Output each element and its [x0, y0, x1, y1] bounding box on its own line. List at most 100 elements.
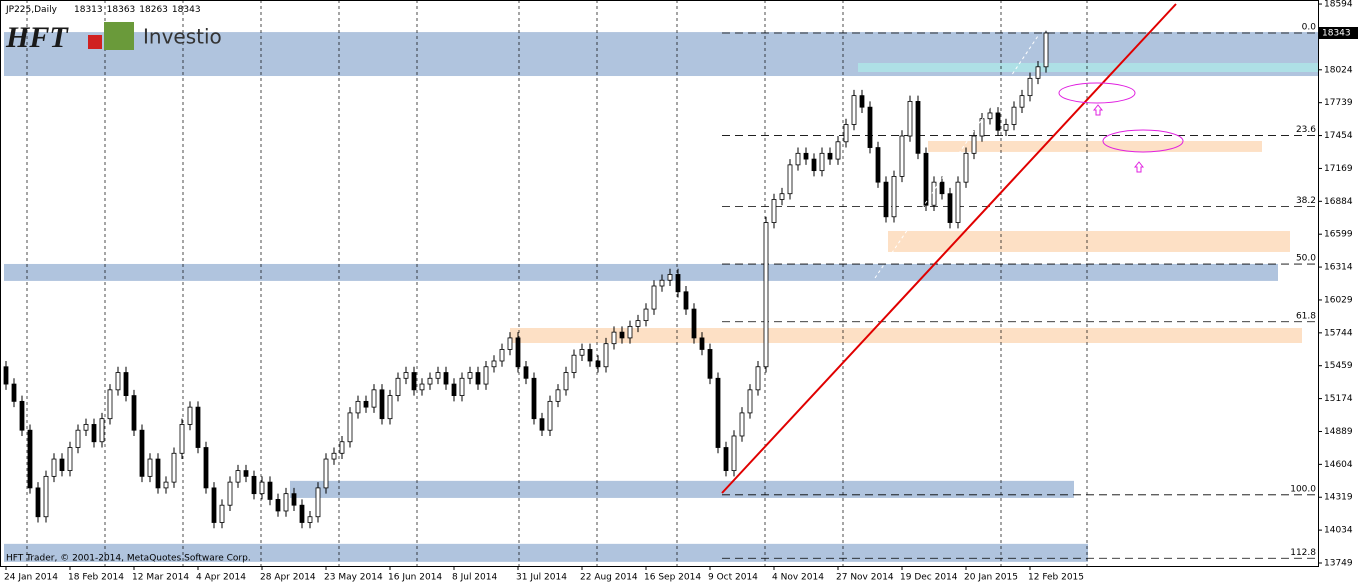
candle-body [147, 458, 153, 477]
y-tick-label: 15174 [1324, 394, 1353, 404]
candle-body [59, 458, 65, 471]
candle-body [531, 377, 537, 420]
candle-body [499, 349, 505, 362]
brand: HFT [5, 21, 69, 54]
candle-body [1019, 95, 1025, 108]
candle-body [523, 366, 529, 379]
header-value: 18363 [107, 5, 136, 15]
header-value: 18343 [172, 5, 201, 15]
candle-body [739, 412, 745, 437]
zone [858, 62, 1318, 72]
plot-frame [0, 0, 1319, 567]
x-tick-label: 27 Nov 2014 [836, 573, 894, 583]
y-tick-label: 17169 [1324, 164, 1353, 174]
x-tick-label: 23 May 2014 [324, 573, 383, 583]
candle-body [779, 193, 785, 200]
candle-body [51, 458, 57, 477]
candle-body [307, 516, 313, 523]
candle-body [579, 349, 585, 356]
candle-body [691, 308, 697, 339]
y-tick-label: 14604 [1324, 460, 1353, 470]
candle-body [491, 360, 497, 368]
fib-label: 61.8 [1296, 311, 1316, 321]
y-tick-label: 18024 [1324, 65, 1353, 75]
candle-body [483, 366, 489, 385]
candle-body [699, 337, 705, 350]
candle-body [187, 406, 193, 425]
candle-body [627, 325, 633, 339]
fib-label: 100.0 [1290, 484, 1316, 494]
candle-body [987, 112, 993, 120]
candle-body [67, 447, 73, 471]
candle-body [907, 101, 913, 137]
candle-body [163, 481, 169, 489]
candle-body [763, 222, 769, 368]
candle-body [619, 331, 625, 339]
candle-body [379, 389, 385, 420]
candle-body [363, 400, 369, 408]
candle-body [875, 147, 881, 183]
candle-body [859, 95, 865, 108]
y-tick-label: 16029 [1324, 295, 1353, 305]
fib-label: 50.0 [1296, 254, 1316, 264]
candle-body [795, 152, 801, 166]
candle-body [955, 181, 961, 223]
candle-body [323, 458, 329, 489]
ellipse [1102, 129, 1184, 153]
candle-body [459, 377, 465, 397]
arrow-up [1092, 104, 1104, 116]
candle-body [827, 152, 833, 160]
candle-body [107, 389, 113, 420]
candle-body [427, 377, 433, 385]
candle-body [587, 349, 593, 362]
candle-body [515, 337, 521, 368]
candle-body [635, 320, 641, 327]
grid: 0.0 23.6 38.2 50.0 61.8 100.0 112.8 [26, 0, 1318, 566]
fib-label: 0.0 [1302, 22, 1317, 32]
x-tick-label: 24 Jan 2014 [4, 573, 58, 583]
candle-body [179, 424, 185, 454]
candle-body [243, 470, 249, 477]
zone [888, 230, 1290, 252]
candle-body [1035, 66, 1041, 79]
candle-body [675, 274, 681, 293]
candle-body [387, 395, 393, 420]
y-tick-label: 14034 [1324, 526, 1353, 536]
candle-body [891, 175, 897, 218]
zone [290, 480, 1074, 498]
candle-body [811, 158, 817, 172]
candle-body [843, 124, 849, 143]
fib-label: 112.8 [1290, 548, 1316, 558]
x-tick-label: 16 Sep 2014 [644, 573, 701, 583]
candle-body [75, 429, 81, 448]
candle-body [707, 349, 713, 379]
x-tick-label: 12 Feb 2015 [1028, 573, 1084, 583]
candle-body [211, 487, 217, 523]
price-label-bg [1319, 26, 1358, 39]
candle-body [659, 279, 665, 287]
candle-body [595, 360, 601, 368]
candle-body [91, 424, 97, 443]
header-values: 18313 18363 18263 18343 [74, 5, 201, 15]
candle-body [931, 181, 937, 206]
header-value: 18263 [139, 5, 168, 15]
candle-body [3, 366, 9, 385]
y-tick-label: 16314 [1324, 263, 1353, 273]
candle-body [131, 395, 137, 431]
x-tick-label: 4 Apr 2014 [196, 573, 246, 583]
y-tick-label: 16599 [1324, 230, 1353, 240]
candle-body [963, 152, 969, 183]
y-tick-label: 14889 [1324, 427, 1353, 437]
candle-body [283, 493, 289, 512]
zone [510, 327, 1302, 343]
zone [4, 543, 1088, 562]
candle-body [155, 458, 161, 489]
logo: HFT Investio [5, 21, 222, 54]
x-tick-label: 4 Nov 2014 [772, 573, 824, 583]
candle-body [1003, 124, 1009, 131]
x-tick-label: 9 Oct 2014 [708, 573, 758, 583]
candle-body [435, 372, 441, 379]
candle-body [451, 383, 457, 397]
